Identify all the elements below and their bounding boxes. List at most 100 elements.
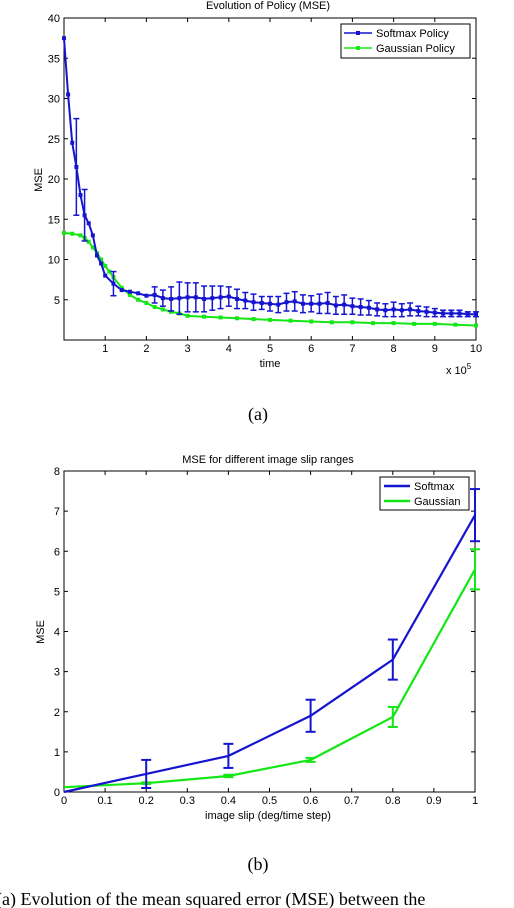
x-tick-label: 3: [185, 343, 191, 355]
data-point: [152, 304, 157, 309]
data-point: [350, 320, 355, 325]
y-tick-label: 20: [48, 174, 60, 186]
data-point: [62, 230, 66, 235]
x-tick-label: 9: [432, 343, 438, 355]
y-tick-label: 0: [54, 787, 60, 799]
y-tick-label: 15: [48, 214, 60, 226]
data-point: [391, 321, 396, 326]
x-tick-label: 1: [472, 795, 478, 807]
chart-a-x-multiplier-exponent: 5: [467, 362, 472, 371]
chart-b-y-axis-label: MSE: [35, 620, 47, 644]
data-point: [86, 239, 91, 244]
data-point: [453, 322, 458, 327]
data-point: [70, 140, 75, 145]
chart-a-panel-label: (a): [248, 404, 268, 425]
data-point: [329, 320, 334, 325]
x-tick-label: 0: [61, 795, 67, 807]
chart-b-softmax-series: [63, 488, 480, 794]
chart-b-x-axis-label: image slip (deg/time step): [205, 810, 331, 822]
data-point: [99, 257, 104, 262]
chart-b: MSE for different image slip ranges 0 1 2 3…: [35, 454, 480, 875]
y-tick-label: 35: [48, 53, 60, 65]
x-tick-label: 0.9: [426, 795, 441, 807]
x-tick-label: 2: [143, 343, 149, 355]
chart-a-x-ticks: 1 2 3 4 5 6 7 8 9 10: [102, 18, 482, 355]
x-tick-label: 1: [102, 343, 108, 355]
x-tick-label: 0.6: [303, 795, 318, 807]
y-tick-label: 30: [48, 94, 60, 106]
chart-b-legend: Softmax Gaussian: [379, 476, 470, 511]
chart-a: Evolution of Policy (MSE) 51015202530354…: [33, 0, 482, 425]
x-tick-label: 0.5: [262, 795, 277, 807]
chart-b-title: MSE for different image slip ranges: [182, 454, 354, 466]
chart-a-legend-box: [340, 23, 471, 59]
chart-b-legend-gaussian-label: Gaussian: [414, 496, 460, 508]
data-point: [144, 293, 149, 298]
data-point: [78, 233, 83, 238]
data-point: [94, 253, 99, 258]
chart-b-panel-label: (b): [248, 854, 269, 875]
x-tick-label: 5: [267, 343, 273, 355]
y-tick-label: 10: [48, 255, 60, 267]
chart-a-plot-area: [63, 17, 477, 341]
chart-a-title: Evolution of Policy (MSE): [206, 0, 330, 12]
x-tick-label: 6: [308, 343, 314, 355]
data-point: [99, 261, 104, 266]
y-tick-label: 3: [54, 667, 60, 679]
y-tick-label: 4: [54, 627, 60, 639]
data-point: [185, 313, 190, 318]
x-tick-label: 4: [226, 343, 232, 355]
chart-b-legend-softmax-label: Softmax: [414, 481, 455, 493]
data-point: [144, 300, 149, 305]
data-point: [268, 317, 272, 322]
data-point: [309, 319, 314, 324]
x-tick-label: 0.4: [221, 795, 236, 807]
data-point: [474, 323, 478, 328]
data-point: [90, 233, 95, 238]
x-tick-label: 0.8: [385, 795, 400, 807]
data-point: [90, 245, 95, 250]
data-point: [169, 309, 174, 314]
data-point: [119, 285, 124, 290]
x-tick-label: 10: [470, 343, 482, 355]
data-point: [371, 321, 375, 326]
x-tick-label: 8: [391, 343, 397, 355]
x-tick-label: 0.1: [97, 795, 112, 807]
chart-b-gaussian-series: [63, 548, 480, 789]
chart-a-y-ticks: 5 10 15 20 25 30 35 40: [48, 13, 476, 307]
data-point: [127, 292, 132, 297]
chart-a-legend: Softmax Policy Gaussian Policy: [340, 23, 471, 59]
y-tick-label: 40: [48, 13, 60, 25]
chart-a-legend-gaussian-marker: [356, 46, 360, 50]
data-point: [103, 263, 108, 268]
data-point: [70, 231, 75, 236]
x-tick-label: 0.7: [344, 795, 359, 807]
data-point: [432, 321, 437, 326]
chart-a-legend-softmax-marker: [356, 31, 360, 35]
chart-b-plot-area: [63, 470, 476, 793]
data-point: [86, 221, 91, 226]
data-point: [136, 291, 141, 296]
y-tick-label: 25: [48, 134, 60, 146]
chart-b-legend-box: [379, 476, 470, 511]
data-point: [136, 297, 141, 302]
x-tick-label: 0.2: [139, 795, 154, 807]
data-point: [218, 315, 223, 320]
series-line: [63, 568, 476, 789]
chart-a-y-axis-label: MSE: [33, 168, 45, 192]
data-point: [288, 318, 293, 323]
chart-a-legend-softmax-label: Softmax Policy: [376, 28, 449, 40]
data-point: [127, 289, 132, 294]
data-point: [160, 307, 165, 312]
data-point: [202, 314, 207, 319]
data-point: [66, 92, 71, 97]
data-point: [78, 193, 83, 198]
chart-a-legend-gaussian-label: Gaussian Policy: [376, 43, 455, 55]
x-tick-label: 7: [349, 343, 355, 355]
figure-caption: (a) Evolution of the mean squared error …: [0, 889, 425, 908]
y-tick-label: 6: [54, 546, 60, 558]
chart-a-x-multiplier-base: x 10: [446, 365, 467, 377]
data-point: [235, 316, 240, 321]
y-tick-label: 2: [54, 707, 60, 719]
